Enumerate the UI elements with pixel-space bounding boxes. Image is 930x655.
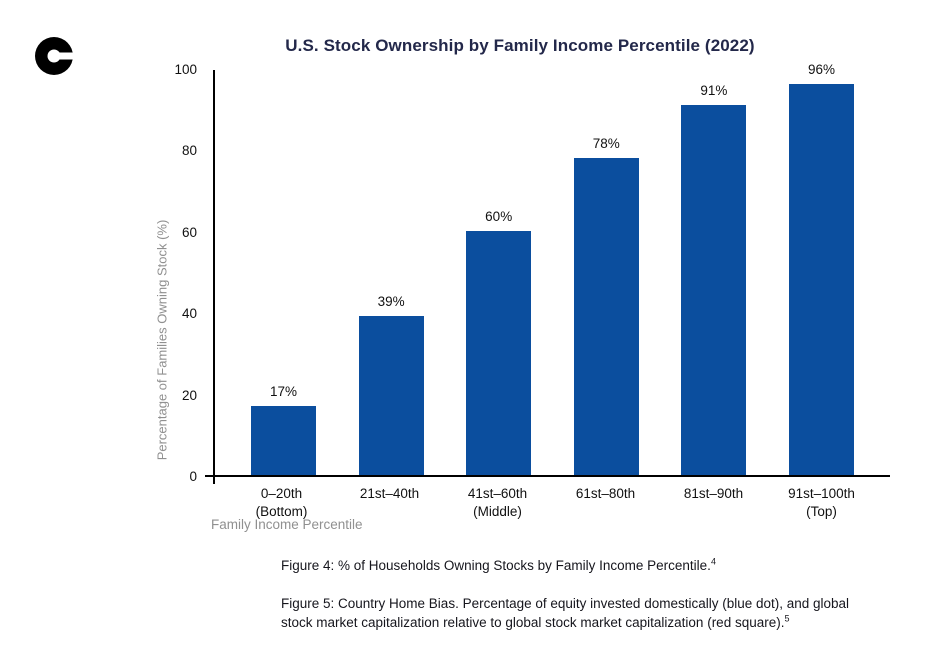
logo-notch xyxy=(54,52,74,60)
x-axis-ticks: 0–20th (Bottom) 21st–40th 41st–60th (Middle)… xyxy=(213,485,890,521)
caption-figure4-footnote-ref: 4 xyxy=(710,556,716,567)
bar-series: 17% 39% 60% 78% 91% 96% xyxy=(215,62,890,475)
x-tick-label: 0–20th (Bottom) xyxy=(255,486,308,520)
bar-21st–40th: 39% xyxy=(358,294,424,475)
y-tick-label: 100 xyxy=(174,62,197,77)
caption-figure4: Figure 4: % of Households Owning Stocks … xyxy=(281,557,901,576)
x-tick-label: 91st–100th (Top) xyxy=(788,486,855,520)
y-axis-ticks: 0 20 40 60 80 100 xyxy=(160,62,205,484)
caption-figure5: Figure 5: Country Home Bias. Percentage … xyxy=(281,595,856,633)
caption-figure5-footnote-ref: 5 xyxy=(784,613,790,624)
bar-value-label: 78% xyxy=(592,135,620,151)
y-tick-label: 60 xyxy=(181,224,197,240)
bar-value-label: 17% xyxy=(269,383,298,399)
logo-ring xyxy=(35,37,74,75)
bar-81st–90th: 91% xyxy=(681,83,747,475)
x-tick-label: 21st–40th xyxy=(359,486,420,501)
bar-91st–100th: 96% xyxy=(788,62,854,475)
plot-area: 17% 39% 60% 78% 91% 96% xyxy=(205,62,890,484)
y-tick-label: 0 xyxy=(189,469,197,484)
figure-captions: Figure 4: % of Households Owning Stocks … xyxy=(281,557,901,652)
y-tick-label: 20 xyxy=(181,387,197,403)
caption-figure4-text: Figure 4: % of Households Owning Stocks … xyxy=(281,558,711,573)
y-tick-label: 40 xyxy=(181,306,197,322)
bar-0–20th: 17% xyxy=(251,384,316,475)
x-tick-label: 81st–90th xyxy=(683,486,744,501)
bar-value-label: 60% xyxy=(485,208,513,224)
chart-title: U.S. Stock Ownership by Family Income Pe… xyxy=(285,36,755,55)
bar-value-label: 96% xyxy=(807,62,835,78)
caption-figure5-text: Figure 5: Country Home Bias. Percentage … xyxy=(281,595,850,630)
bar-41st–60th: 60% xyxy=(466,209,532,475)
coinbase-logo-icon xyxy=(35,37,74,75)
bar-61st–80th: 78% xyxy=(573,136,639,475)
x-axis-label: Family Income Percentile xyxy=(211,517,363,532)
bar-value-label: 91% xyxy=(700,82,728,98)
bar-value-label: 39% xyxy=(377,294,405,310)
x-tick-label: 61st–80th xyxy=(575,486,636,501)
x-tick-label: 41st–60th (Middle) xyxy=(467,486,528,520)
y-tick-label: 80 xyxy=(181,143,197,159)
